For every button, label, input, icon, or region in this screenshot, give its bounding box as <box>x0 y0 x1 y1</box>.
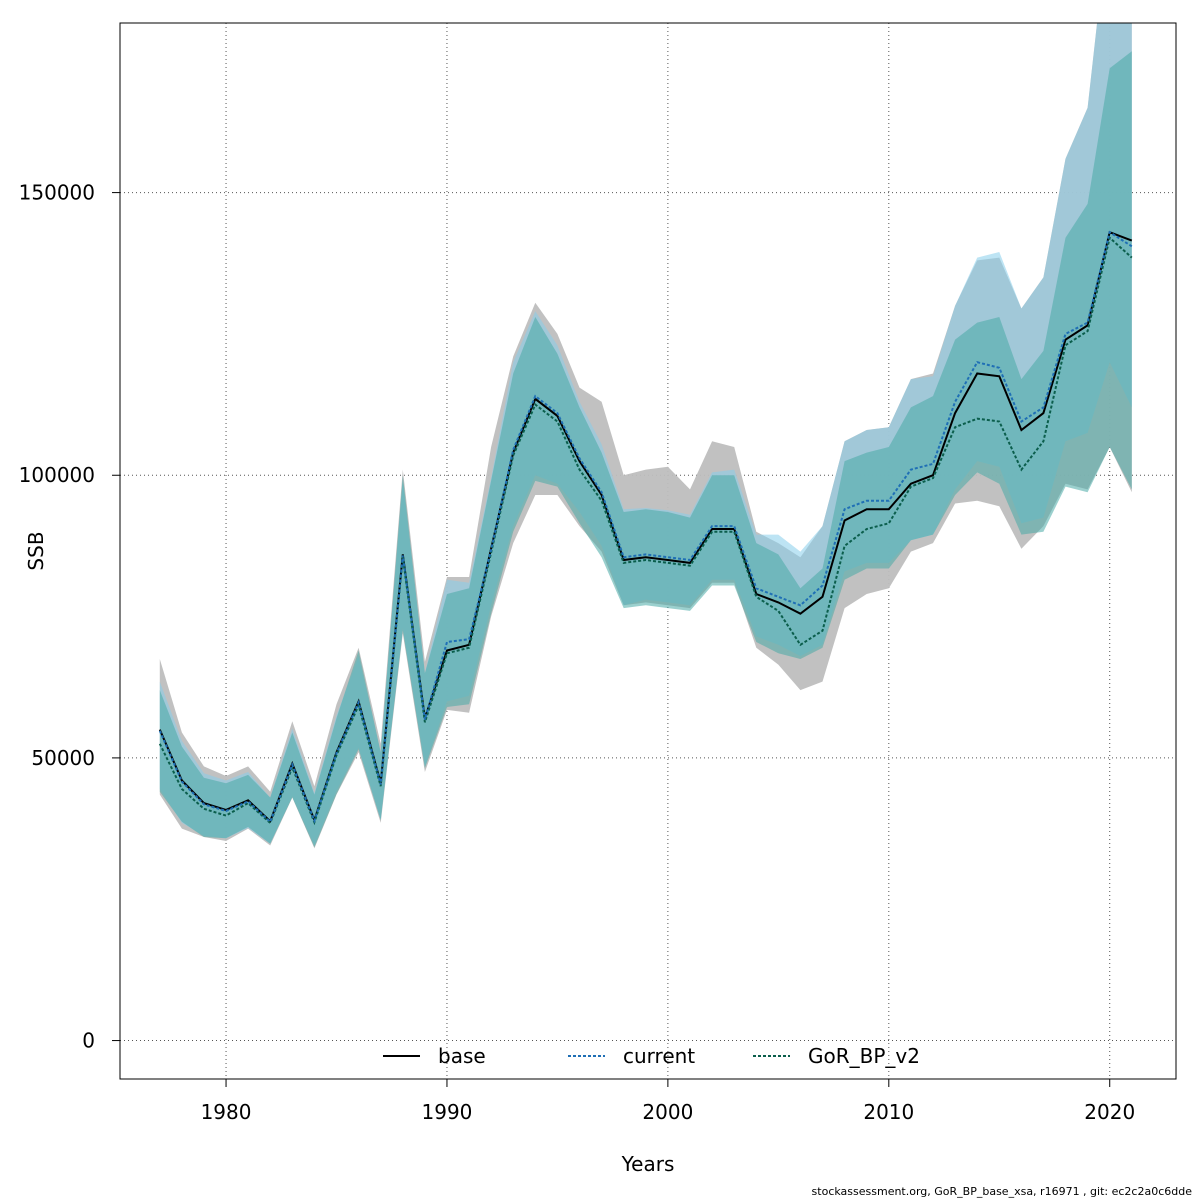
x-tick-label: 1980 <box>201 1100 252 1124</box>
axes: 1980 1990 2000 2010 2020 0 50000 100000 150000 <box>19 181 1136 1124</box>
y-tick-label: 50000 <box>31 746 95 770</box>
y-axis-title: SSB <box>24 531 48 570</box>
legend-label-GoR_BP_v2: GoR_BP_v2 <box>808 1044 920 1068</box>
x-tick-label: 2020 <box>1084 1100 1135 1124</box>
legend-label-base: base <box>438 1044 486 1068</box>
footer-caption: stockassessment.org, GoR_BP_base_xsa, r1… <box>811 1185 1192 1198</box>
x-tick-label: 2000 <box>642 1100 693 1124</box>
plot-frame <box>119 22 1177 1080</box>
legend-label-current: current <box>623 1044 695 1068</box>
line-current <box>158 230 1133 824</box>
y-tick-label: 100000 <box>19 463 95 487</box>
legend: base current GoR_BP_v2 <box>383 1044 920 1068</box>
y-tick-label: 0 <box>82 1029 95 1053</box>
band-GoR_BP_v2 <box>159 51 1132 848</box>
x-axis-title: Years <box>621 1152 675 1176</box>
confidence-bands <box>159 23 1132 849</box>
x-tick-label: 1990 <box>422 1100 473 1124</box>
y-tick-label: 150000 <box>19 181 95 205</box>
x-tick-label: 2010 <box>863 1100 914 1124</box>
series-lines <box>158 230 1133 826</box>
